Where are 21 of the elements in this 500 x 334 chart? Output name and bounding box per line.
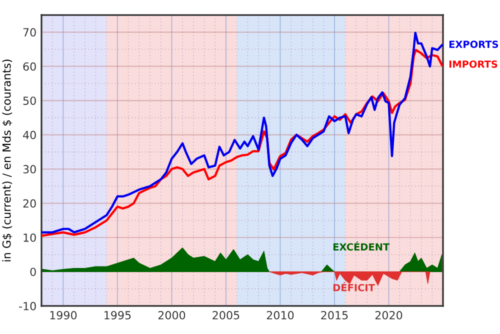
x-tick-label: 1995 [104,311,131,320]
y-tick-label: 10 [24,233,36,242]
series-label: DÉFICIT [333,282,375,292]
y-tick-label: 70 [23,28,36,37]
y-tick-label: 40 [23,130,36,140]
x-tick-label: 2015 [321,311,348,320]
y-tick-label: 50 [23,96,36,105]
series-label: EXPORTS [449,40,498,48]
x-tick-label: 2020 [375,311,402,320]
series-label: IMPORTS [449,60,498,68]
y-tick-label: 60 [23,62,36,71]
x-tick-label: 2000 [158,311,186,320]
y-tick-label: 20 [23,199,36,208]
x-tick-label: 1990 [50,311,77,320]
x-tick-label: 2005 [212,311,240,320]
x-tick-label: 2010 [266,311,294,320]
y-tick-label: -10 [19,302,36,310]
y-tick-label: 30 [23,165,36,174]
y-axis-title: in G$ (current) / en Mds $ (courants) [2,60,12,262]
series-label: EXCÉDENT [333,241,390,251]
y-tick-label: 0 [30,268,36,276]
